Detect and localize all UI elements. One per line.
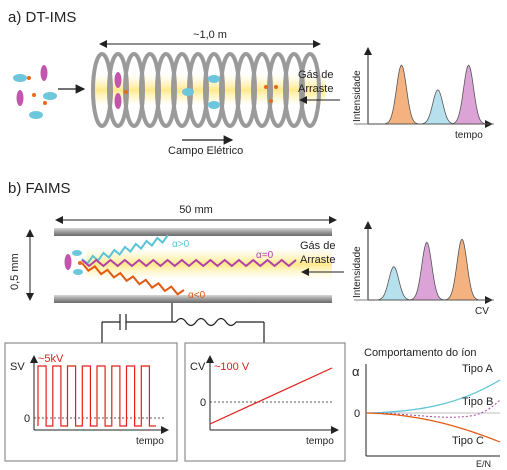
ions-in-tube-a (114, 72, 278, 109)
behavior-title: Comportamento do íon (364, 347, 477, 359)
sv-ylabel: SV (10, 361, 25, 373)
gas-label-a-1: Gás de (298, 69, 333, 81)
sv-waveform (37, 365, 156, 427)
sv-panel: SV ~5kV 0 tempo (4, 342, 178, 462)
behavior-panel: Comportamento do íon α 0 Tipo A Tipo B T… (352, 347, 501, 469)
sv-value: ~5kV (38, 353, 64, 365)
label-type-a: Tipo A (462, 363, 493, 375)
trajectory-alpha-zero (81, 258, 297, 268)
spectrum-b: Intensidade CV (352, 221, 494, 317)
cv-panel: CV ~100 V 0 tempo (184, 342, 346, 462)
section-b-title: b) FAIMS (8, 180, 71, 197)
circuit-wiring (101, 303, 265, 343)
behavior-alpha: α (352, 364, 360, 379)
cv-ramp (209, 367, 333, 425)
cv-value: ~100 V (214, 361, 250, 373)
ion-source-b (64, 250, 83, 275)
spectrum-peak-3 (442, 238, 482, 301)
trajectory-alpha-neg (81, 262, 185, 296)
sv-zero: 0 (24, 413, 30, 425)
spectrum-a-xlabel: tempo (455, 130, 483, 141)
gas-label-a-2: Arraste (298, 83, 333, 95)
spectrum-a: Intensidade tempo (352, 47, 494, 141)
field-label-a: Campo Elétrico (168, 145, 243, 157)
spectrum-peak-3 (448, 64, 489, 125)
cv-xlabel: tempo (306, 436, 334, 447)
spectrum-b-ylabel: Intensidade (352, 246, 363, 298)
ion-cloud-a (13, 65, 57, 119)
drift-ring (299, 52, 321, 128)
gas-label-b-2: Arraste (300, 254, 335, 266)
cv-zero: 0 (200, 397, 206, 409)
section-a-title: a) DT-IMS (8, 9, 76, 26)
top-plate (54, 228, 332, 236)
spectrum-a-ylabel: Intensidade (352, 70, 363, 122)
gap-label-b: 0,5 mm (9, 253, 21, 290)
cv-ylabel: CV (190, 361, 206, 373)
behavior-zero: 0 (354, 408, 360, 420)
sv-xlabel: tempo (136, 436, 164, 447)
length-label-a: ~1,0 m (193, 29, 227, 41)
drift-tube-rings (91, 52, 321, 128)
spectrum-peak-2 (417, 89, 458, 125)
spectrum-peak-2 (406, 241, 447, 301)
bottom-plate (54, 295, 332, 303)
curve-type-a (365, 379, 501, 414)
label-alpha-zero: α=0 (256, 250, 274, 261)
behavior-xlabel: E/N (476, 459, 491, 469)
spectrum-b-xlabel: CV (475, 306, 489, 317)
gas-label-b-1: Gás de (300, 240, 335, 252)
spectrum-peak-1 (373, 266, 414, 301)
curve-type-c (365, 412, 501, 443)
curve-type-b (365, 399, 501, 418)
label-alpha-pos: α>0 (172, 239, 190, 250)
label-type-c: Tipo C (452, 435, 484, 447)
label-type-b: Tipo B (462, 396, 493, 408)
length-label-b: 50 mm (179, 204, 213, 216)
label-alpha-neg: α<0 (188, 290, 206, 301)
spectrum-peak-1 (381, 64, 422, 125)
